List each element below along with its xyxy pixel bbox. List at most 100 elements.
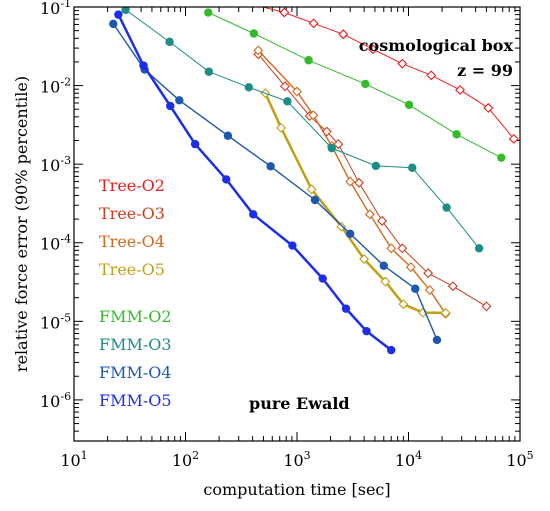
series-tree-o3 bbox=[253, 49, 492, 312]
annotation-box-label: cosmological box bbox=[359, 36, 514, 55]
data-point-diamond bbox=[377, 215, 388, 226]
legend-entry-fmm-o5: FMM-O5 bbox=[99, 391, 172, 410]
data-point-diamond bbox=[336, 221, 347, 232]
data-point-circle bbox=[362, 326, 371, 336]
series-line bbox=[264, 92, 446, 315]
data-point-circle bbox=[404, 100, 414, 109]
data-point-diamond bbox=[440, 307, 451, 318]
data-point-circle bbox=[223, 131, 233, 140]
data-point-circle bbox=[166, 101, 175, 111]
data-point-circle bbox=[442, 203, 451, 212]
legend-entry-tree-o2: Tree-O2 bbox=[99, 176, 165, 195]
legend-entry-fmm-o2: FMM-O2 bbox=[99, 307, 172, 326]
data-point-diamond bbox=[345, 176, 356, 187]
data-point-diamond bbox=[279, 7, 290, 18]
data-point-diamond bbox=[359, 254, 370, 265]
data-point-circle bbox=[204, 8, 213, 17]
data-point-diamond bbox=[367, 44, 378, 55]
data-point-circle bbox=[310, 195, 320, 205]
data-point-diamond bbox=[292, 86, 302, 97]
data-point-diamond bbox=[380, 276, 391, 287]
data-point-circle bbox=[288, 241, 297, 250]
y-tick-label: 10-1 bbox=[40, 0, 71, 18]
data-point-diamond bbox=[397, 243, 408, 254]
data-point-diamond bbox=[338, 29, 349, 40]
data-point-circle bbox=[139, 61, 148, 70]
data-point-circle bbox=[327, 143, 336, 153]
data-point-diamond bbox=[423, 268, 434, 279]
y-tick-label: 10-3 bbox=[40, 154, 71, 175]
data-point-circle bbox=[283, 97, 292, 106]
data-point-circle bbox=[249, 29, 259, 38]
data-point-circle bbox=[266, 162, 275, 171]
legend-entry-tree-o5: Tree-O5 bbox=[99, 260, 165, 279]
data-point-circle bbox=[304, 56, 313, 65]
data-point-circle bbox=[411, 284, 420, 293]
y-tick-label: 10-6 bbox=[40, 390, 71, 411]
x-tick-label: 104 bbox=[395, 449, 422, 470]
y-axis-title: relative force error (90% percentile) bbox=[12, 76, 31, 372]
data-point-diamond bbox=[405, 262, 416, 273]
data-point-diamond bbox=[308, 18, 319, 29]
data-point-circle bbox=[345, 229, 355, 238]
data-point-circle bbox=[114, 10, 123, 19]
data-point-circle bbox=[387, 345, 396, 355]
data-point-diamond bbox=[508, 133, 519, 144]
data-point-diamond bbox=[481, 301, 492, 312]
data-point-diamond bbox=[397, 58, 408, 69]
legend-entry-tree-o3: Tree-O3 bbox=[99, 204, 165, 223]
data-point-diamond bbox=[308, 110, 319, 121]
tick-labels: 101 102 103 104 105 10-6 10-5 10-4 10-3 10-2 10-1 bbox=[40, 0, 534, 470]
data-point-diamond bbox=[398, 299, 409, 310]
series-line bbox=[260, 7, 515, 140]
data-point-circle bbox=[432, 335, 442, 345]
legend-entry-tree-o4: Tree-O4 bbox=[99, 232, 165, 251]
data-point-circle bbox=[165, 37, 174, 47]
series-fmm-o3 bbox=[121, 7, 484, 253]
series-line bbox=[125, 9, 480, 249]
data-point-diamond bbox=[426, 70, 437, 81]
series-fmm-o4 bbox=[109, 19, 442, 345]
plot-frame bbox=[73, 6, 521, 442]
data-point-circle bbox=[204, 67, 214, 76]
x-tick-label: 103 bbox=[283, 449, 310, 470]
x-tick-label: 102 bbox=[172, 449, 199, 470]
series-tree-o5 bbox=[260, 88, 451, 318]
data-series bbox=[109, 7, 519, 355]
legend-entry-fmm-o4: FMM-O4 bbox=[99, 363, 172, 382]
data-point-circle bbox=[222, 175, 231, 184]
data-point-diamond bbox=[306, 184, 317, 195]
data-point-diamond bbox=[276, 122, 287, 133]
series-line bbox=[257, 49, 447, 315]
data-point-circle bbox=[408, 163, 417, 172]
data-point-circle bbox=[341, 304, 351, 313]
data-point-diamond bbox=[386, 243, 397, 254]
x-tick-label: 101 bbox=[60, 449, 87, 470]
data-point-circle bbox=[361, 79, 370, 89]
data-point-circle bbox=[175, 96, 184, 105]
data-point-circle bbox=[249, 210, 258, 219]
data-point-diamond bbox=[483, 102, 494, 113]
series-fmm-o5 bbox=[114, 10, 396, 355]
legend-entry-fmm-o3: FMM-O3 bbox=[99, 335, 172, 354]
y-tick-label: 10-5 bbox=[40, 311, 71, 332]
data-point-diamond bbox=[253, 45, 264, 56]
data-point-diamond bbox=[455, 84, 466, 95]
series-tree-o2 bbox=[260, 7, 519, 144]
y-tick-label: 10-4 bbox=[40, 233, 71, 254]
data-point-circle bbox=[379, 261, 388, 270]
data-point-diamond bbox=[364, 209, 375, 220]
data-point-circle bbox=[121, 7, 130, 15]
annotation-ewald: pure Ewald bbox=[249, 394, 350, 413]
y-tick-label: 10-2 bbox=[40, 76, 71, 97]
legend: Tree-O2 Tree-O3 Tree-O4 Tree-O5 FMM-O2 FMM-O3… bbox=[99, 176, 172, 410]
data-point-diamond bbox=[279, 81, 290, 92]
data-point-circle bbox=[452, 130, 461, 139]
x-axis-title: computation time [sec] bbox=[203, 480, 390, 499]
data-point-circle bbox=[190, 139, 200, 149]
series-fmm-o2 bbox=[204, 8, 506, 162]
data-point-circle bbox=[244, 83, 254, 92]
data-point-diamond bbox=[447, 281, 458, 292]
data-point-diamond bbox=[424, 285, 435, 296]
